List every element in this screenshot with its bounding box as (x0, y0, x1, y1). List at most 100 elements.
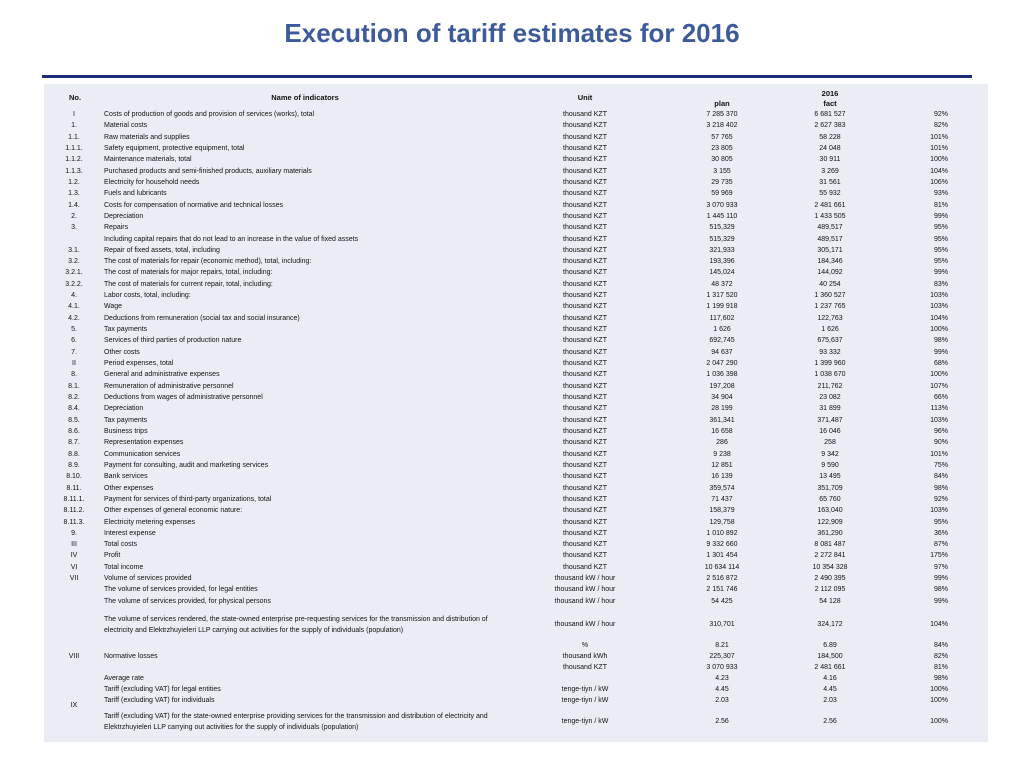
row-pct: 98% (933, 586, 948, 594)
row-pct: 99% (933, 348, 948, 356)
row-no: 4.1. (68, 303, 80, 311)
row-fact: 65 760 (819, 495, 841, 503)
table-row: The volume of services provided, for phy… (0, 596, 1024, 607)
row-no: 1.3. (68, 190, 80, 198)
row-plan: 158,379 (709, 507, 735, 515)
row-unit: thousand KZT (563, 133, 607, 141)
row-pct: 104% (930, 167, 948, 175)
row-fact: 2 481 661 (814, 664, 846, 671)
table-row: I Costs of production of goods and provis… (0, 109, 1024, 120)
row-fact: 361,290 (817, 529, 843, 537)
table-row: 5. Tax payments thousand KZT 1 626 1 626 100% (0, 324, 1024, 335)
row-pct: 101% (930, 144, 948, 152)
row-no: 8.11. (66, 484, 82, 492)
row-pct: 101% (930, 450, 948, 458)
row-no: 1.1.3. (65, 167, 83, 175)
row-fact: 2 272 841 (814, 552, 846, 560)
row-fact: 184,500 (817, 653, 843, 660)
row-no: 8.9. (68, 461, 80, 469)
row-no: 8.7. (68, 439, 80, 447)
table-row-state-volume: The volume of services rendered, the sta… (0, 614, 1024, 636)
row-no: 8.6. (68, 427, 80, 435)
row-fact: 31 561 (819, 178, 841, 186)
row-name: Period expenses, total (104, 360, 174, 368)
row-pct: 98% (933, 675, 948, 682)
row-no: 8.5. (68, 416, 80, 424)
row-pct: 104% (930, 314, 948, 322)
row-name: Depreciation (104, 405, 144, 413)
row-fact: 122,909 (817, 518, 843, 526)
row-unit: thousand KZT (563, 167, 607, 175)
row-pct: 96% (933, 427, 948, 435)
row-plan: 4.45 (715, 686, 729, 693)
row-unit: thousand KZT (563, 156, 607, 164)
row-plan: 2.03 (715, 697, 729, 704)
row-name: Interest expense (104, 529, 156, 537)
row-fact: 1 360 527 (814, 292, 846, 300)
row-fact: 371,487 (817, 416, 843, 424)
row-plan: 54 425 (711, 597, 733, 605)
row-fact: 163,040 (817, 507, 843, 515)
header-year: 2016 (821, 89, 839, 98)
row-unit: thousand KZT (563, 552, 607, 560)
row-name: Average rate (104, 675, 144, 682)
row-fact: 1 237 765 (814, 303, 846, 311)
row-pct: 100% (930, 718, 948, 725)
row-no: 8.11.1. (63, 495, 85, 503)
row-plan: 7 285 370 (706, 111, 738, 118)
row-fact: 351,709 (817, 484, 843, 492)
table-row: 6. Services of third parties of productio… (0, 335, 1024, 346)
row-no: 6. (71, 337, 77, 345)
row-name: Other costs (104, 348, 140, 356)
row-name: General and administrative expenses (104, 371, 220, 379)
row-plan: 2 151 746 (706, 586, 738, 594)
row-fact: 55 932 (819, 190, 841, 198)
row-pct: 84% (933, 642, 948, 649)
row-fact: 2 112 095 (814, 586, 846, 594)
row-unit: thousand KZT (563, 427, 607, 435)
row-pct: 104% (930, 621, 948, 628)
table-row: 8.8. Communication services thousand KZT 9 … (0, 449, 1024, 460)
row-pct: 68% (933, 360, 948, 368)
row-unit: thousand KZT (563, 235, 607, 243)
row-name: Representation expenses (104, 439, 184, 447)
table-row: VI Total income thousand KZT 10 634 114 10 3… (0, 562, 1024, 573)
row-pct: 95% (933, 224, 948, 232)
row-unit: tenge-tiyn / kW (561, 686, 609, 693)
row-unit: tenge-tiyn / kW (561, 718, 609, 725)
row-plan: 3 155 (713, 167, 731, 175)
row-pct: 92% (933, 495, 948, 503)
row-plan: 3 218 402 (706, 122, 738, 130)
row-pct: 75% (933, 461, 948, 469)
row-no: 3.2.2. (65, 280, 83, 288)
row-no: 1.1.1. (65, 144, 83, 152)
table-row: 1.1.1. Safety equipment, protective equip… (0, 143, 1024, 154)
row-plan: 12 851 (711, 461, 733, 469)
row-fact: 184,346 (817, 258, 843, 266)
row-name: Safety equipment, protective equipment, … (104, 144, 245, 152)
row-pct: 99% (933, 575, 948, 583)
row-unit: thousand KZT (563, 212, 607, 220)
row-name: The cost of materials for current repair… (104, 280, 273, 288)
row-unit: thousand KZT (563, 122, 607, 130)
row-unit: thousand KZT (563, 529, 607, 537)
row-plan: 23 805 (711, 144, 733, 152)
table-row-losses: VIII Normative losses % thousand kWh tho… (0, 640, 1024, 674)
row-name: Payment for services of third-party orga… (104, 495, 272, 503)
row-unit: thousand KZT (563, 405, 607, 413)
row-unit: thousand KZT (563, 394, 607, 401)
row-pct: 103% (930, 303, 948, 311)
row-plan: 1 010 892 (706, 529, 738, 537)
table-row: VII Volume of services provided thousand k… (0, 573, 1024, 584)
row-plan: 225,307 (709, 653, 735, 660)
table-row: 1.1.2. Maintenance materials, total thousa… (0, 154, 1024, 165)
row-name: Other expenses of general economic natur… (104, 507, 243, 515)
row-plan: 361,341 (709, 416, 735, 424)
row-unit: thousand KZT (563, 473, 607, 481)
row-name: Repairs (104, 224, 129, 232)
table-row: 3. Repairs thousand KZT 515,329 489,517 95% (0, 222, 1024, 233)
row-plan: 515,329 (709, 224, 735, 232)
row-name: The volume of services rendered, the sta… (104, 616, 488, 634)
row-no: 1. (71, 122, 77, 130)
row-pct: 100% (930, 697, 948, 704)
